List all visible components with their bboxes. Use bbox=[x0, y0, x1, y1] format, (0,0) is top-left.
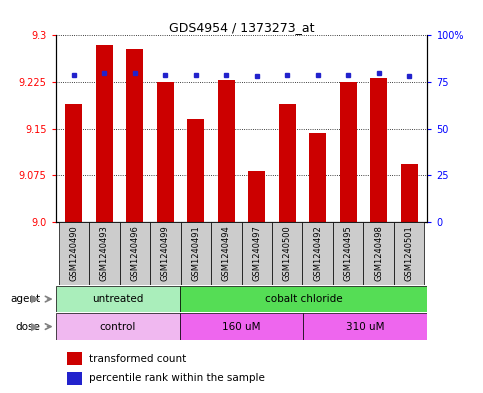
Text: control: control bbox=[99, 321, 136, 332]
Bar bbox=[340, 82, 356, 222]
Text: GSM1240491: GSM1240491 bbox=[191, 226, 200, 281]
Text: GSM1240498: GSM1240498 bbox=[374, 226, 383, 281]
Text: 310 uM: 310 uM bbox=[346, 321, 385, 332]
Bar bbox=[242, 222, 272, 285]
Bar bbox=[56, 313, 180, 340]
Text: ▶: ▶ bbox=[30, 294, 39, 304]
Text: percentile rank within the sample: percentile rank within the sample bbox=[89, 373, 265, 383]
Bar bbox=[67, 352, 82, 365]
Bar bbox=[187, 119, 204, 222]
Bar bbox=[303, 313, 427, 340]
Text: GSM1240501: GSM1240501 bbox=[405, 226, 413, 281]
Bar bbox=[279, 104, 296, 222]
Bar bbox=[333, 222, 363, 285]
Title: GDS4954 / 1373273_at: GDS4954 / 1373273_at bbox=[169, 21, 314, 34]
Bar bbox=[66, 104, 82, 222]
Bar bbox=[67, 372, 82, 385]
Bar bbox=[120, 222, 150, 285]
Bar bbox=[56, 286, 180, 312]
Bar bbox=[96, 45, 113, 222]
Text: GSM1240500: GSM1240500 bbox=[283, 226, 292, 281]
Text: GSM1240492: GSM1240492 bbox=[313, 226, 322, 281]
Bar bbox=[302, 222, 333, 285]
Bar bbox=[363, 222, 394, 285]
Text: GSM1240499: GSM1240499 bbox=[161, 226, 170, 281]
Bar bbox=[401, 164, 417, 222]
Bar bbox=[248, 171, 265, 222]
Text: GSM1240494: GSM1240494 bbox=[222, 226, 231, 281]
Text: ▶: ▶ bbox=[30, 321, 39, 332]
Text: untreated: untreated bbox=[92, 294, 143, 304]
Bar bbox=[127, 49, 143, 222]
Text: GSM1240490: GSM1240490 bbox=[70, 226, 78, 281]
Bar bbox=[394, 222, 425, 285]
Bar bbox=[309, 133, 326, 222]
Text: dose: dose bbox=[15, 321, 40, 332]
Text: GSM1240496: GSM1240496 bbox=[130, 226, 139, 281]
Text: GSM1240497: GSM1240497 bbox=[252, 226, 261, 281]
Bar bbox=[180, 286, 427, 312]
Text: GSM1240493: GSM1240493 bbox=[100, 226, 109, 281]
Bar bbox=[89, 222, 120, 285]
Bar bbox=[58, 222, 89, 285]
Bar bbox=[180, 313, 303, 340]
Text: cobalt chloride: cobalt chloride bbox=[265, 294, 342, 304]
Bar bbox=[211, 222, 242, 285]
Bar bbox=[157, 82, 174, 222]
Text: 160 uM: 160 uM bbox=[222, 321, 261, 332]
Bar bbox=[370, 78, 387, 222]
Text: agent: agent bbox=[10, 294, 40, 304]
Bar bbox=[181, 222, 211, 285]
Bar bbox=[218, 80, 235, 222]
Text: GSM1240495: GSM1240495 bbox=[344, 226, 353, 281]
Bar bbox=[150, 222, 181, 285]
Bar bbox=[272, 222, 302, 285]
Text: transformed count: transformed count bbox=[89, 354, 186, 364]
